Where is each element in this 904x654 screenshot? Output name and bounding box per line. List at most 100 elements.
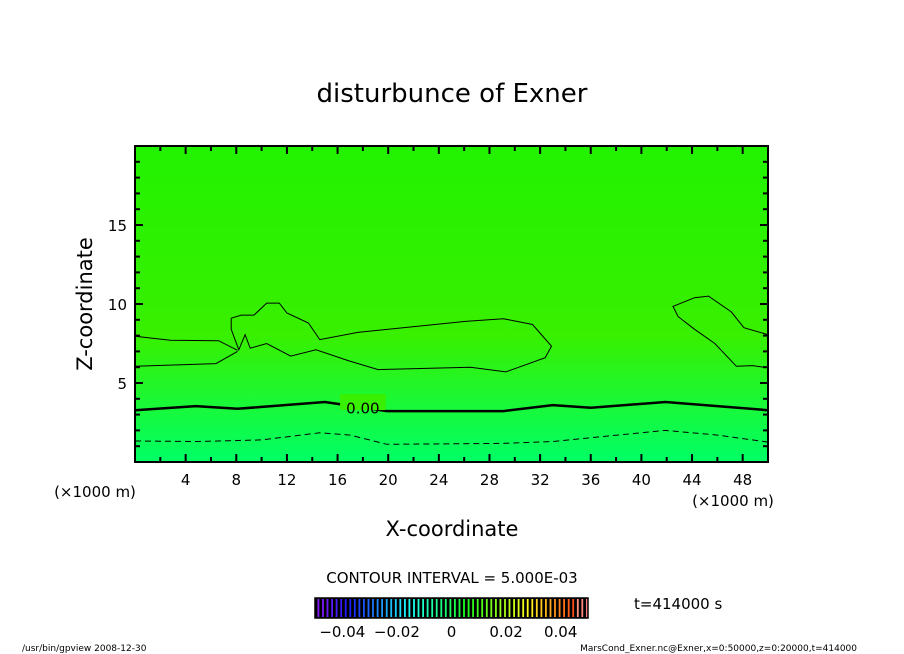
- colorbar-swatch: [440, 599, 443, 617]
- colorbar-swatch: [331, 599, 333, 617]
- colorbar-swatch: [522, 599, 525, 617]
- colorbar-swatch: [385, 599, 388, 617]
- colorbar-tick-label: 0.04: [544, 623, 577, 641]
- colorbar-swatch: [554, 599, 556, 617]
- x-tick-label: 40: [632, 471, 651, 489]
- y-axis-label: Z-coordinate: [73, 237, 97, 371]
- colorbar-swatch: [349, 599, 352, 617]
- colorbar-swatch: [504, 599, 506, 617]
- colorbar-swatch: [495, 599, 497, 617]
- colorbar-swatch: [426, 599, 429, 617]
- colorbar-swatch: [576, 599, 579, 617]
- colorbar-swatch: [372, 599, 374, 617]
- colorbar-swatch: [586, 599, 588, 617]
- contour-label: 0.00: [346, 399, 379, 417]
- footer-right: MarsCond_Exner.nc@Exner,x=0:50000,z=0:20…: [580, 644, 857, 654]
- x-unit-label: (×1000 m): [692, 492, 774, 510]
- x-tick-label: 12: [277, 471, 296, 489]
- colorbar-frame: [314, 597, 589, 619]
- contour-fill: [135, 146, 768, 462]
- colorbar-swatch: [558, 599, 561, 617]
- x-tick-label: 32: [531, 471, 550, 489]
- colorbar-swatch: [526, 599, 529, 617]
- contour-line: [134, 350, 238, 367]
- contour-label-bg: [340, 394, 386, 411]
- chart-title: disturbunce of Exner: [317, 79, 588, 109]
- colorbar-swatch: [531, 599, 534, 617]
- colorbar-tick-label: 0.02: [489, 623, 522, 641]
- colorbar-swatch: [399, 599, 402, 617]
- colorbar-swatch: [517, 599, 520, 617]
- x-tick-label: 44: [682, 471, 701, 489]
- footer-left: /usr/bin/gpview 2008-12-30: [22, 644, 147, 654]
- x-tick-label: 4: [181, 471, 191, 489]
- y-unit-label: (×1000 m): [54, 483, 136, 501]
- colorbar-swatch: [413, 599, 415, 617]
- plot-frame: [134, 145, 769, 463]
- colorbar-swatch: [458, 599, 461, 617]
- colorbar-swatch: [449, 599, 452, 617]
- y-tick-label: 5: [117, 375, 127, 393]
- colorbar-swatch: [326, 599, 329, 617]
- colorbar-swatch: [390, 599, 393, 617]
- contour-line: [134, 335, 238, 351]
- contour-line: [672, 295, 769, 369]
- colorbar-swatch: [317, 599, 320, 617]
- colorbar-swatch: [572, 599, 575, 617]
- colorbar-tick-label: 0: [447, 623, 457, 641]
- colorbar-swatch: [467, 599, 470, 617]
- colorbar-swatch: [485, 599, 488, 617]
- colorbar-swatch: [499, 599, 502, 617]
- colorbar-swatch: [549, 599, 552, 617]
- colorbar-tick-label: −0.04: [319, 623, 365, 641]
- colorbar-swatch: [481, 599, 484, 617]
- colorbar-swatch: [545, 599, 547, 617]
- colorbar-swatch: [508, 599, 511, 617]
- x-tick-label: 28: [480, 471, 499, 489]
- colorbar-swatch: [408, 599, 411, 617]
- colorbar-swatch: [322, 599, 324, 617]
- colorbar-swatch: [344, 599, 347, 617]
- colorbar-swatch: [363, 599, 365, 617]
- colorbar-swatch: [567, 599, 570, 617]
- colorbar-swatch: [581, 599, 584, 617]
- colorbar-swatch: [540, 599, 543, 617]
- colorbar-swatch: [431, 599, 434, 617]
- contour-interval-text: CONTOUR INTERVAL = 5.000E-03: [326, 569, 577, 587]
- colorbar-swatch: [435, 599, 438, 617]
- colorbar-swatch: [381, 599, 383, 617]
- contour-line: [134, 400, 769, 413]
- colorbar-swatch: [417, 599, 420, 617]
- colorbar-swatch: [376, 599, 379, 617]
- colorbar-swatch: [454, 599, 456, 617]
- x-tick-label: 36: [581, 471, 600, 489]
- x-tick-label: 48: [733, 471, 752, 489]
- colorbar-swatch: [444, 599, 447, 617]
- x-tick-label: 8: [232, 471, 242, 489]
- colorbar-swatch: [353, 599, 356, 617]
- colorbar-swatch: [490, 599, 493, 617]
- time-label: t=414000 s: [634, 595, 722, 613]
- colorbar: −0.04 −0.02 0 0.02 0.04: [314, 597, 589, 641]
- colorbar-swatch: [463, 599, 465, 617]
- colorbar-swatch: [404, 599, 406, 617]
- x-tick-label: 24: [429, 471, 448, 489]
- colorbar-swatch: [476, 599, 479, 617]
- colorbar-swatch: [340, 599, 343, 617]
- y-tick-label: 10: [108, 296, 127, 314]
- x-tick-label: 20: [379, 471, 398, 489]
- colorbar-swatch: [358, 599, 361, 617]
- contour-line: [134, 429, 769, 445]
- colorbar-swatch: [535, 599, 538, 617]
- x-tick-label: 16: [328, 471, 347, 489]
- contour-line: [230, 302, 553, 373]
- colorbar-swatch: [422, 599, 424, 617]
- colorbar-swatch: [472, 599, 474, 617]
- colorbar-swatch: [563, 599, 565, 617]
- x-axis-label: X-coordinate: [386, 517, 519, 541]
- colorbar-swatch: [513, 599, 515, 617]
- colorbar-swatch: [367, 599, 370, 617]
- y-tick-label: 15: [108, 217, 127, 235]
- colorbar-background: [315, 598, 588, 618]
